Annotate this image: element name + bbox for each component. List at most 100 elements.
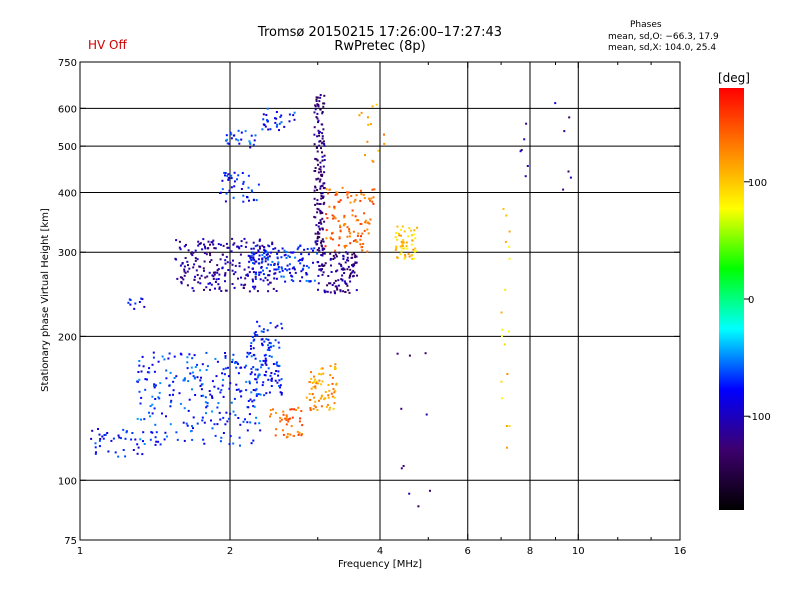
data-point (285, 415, 288, 418)
data-point (315, 224, 318, 227)
data-point (317, 231, 319, 234)
colorbar-tick-label: -100 (748, 412, 771, 423)
data-point (266, 253, 269, 256)
data-point (191, 287, 194, 290)
data-point (141, 453, 144, 456)
data-point (317, 119, 320, 122)
data-point (142, 431, 145, 434)
data-point (330, 264, 332, 267)
data-point (329, 236, 332, 239)
data-point (292, 435, 295, 437)
x-tick-label: 2 (227, 546, 233, 557)
data-point (333, 256, 336, 259)
data-point (316, 150, 319, 153)
data-point (322, 140, 325, 143)
data-point (184, 271, 187, 274)
data-point (411, 239, 414, 242)
data-point (153, 383, 156, 386)
data-point (230, 401, 233, 404)
data-point (196, 376, 199, 379)
data-point (261, 257, 264, 260)
data-point (142, 440, 144, 443)
data-point (165, 377, 168, 380)
data-point (319, 168, 322, 171)
data-point (270, 263, 272, 266)
data-point (203, 288, 205, 291)
data-point (394, 249, 397, 251)
data-point (244, 245, 247, 248)
data-point (318, 232, 321, 235)
data-point (321, 238, 324, 241)
data-point (402, 239, 405, 242)
data-point (254, 389, 257, 392)
data-point (277, 266, 280, 268)
data-point (307, 253, 310, 256)
chart-title: Tromsø 20150215 17:26:00–17:27:43 (257, 25, 503, 40)
data-point (225, 134, 228, 137)
data-point (236, 178, 238, 181)
data-point (252, 353, 255, 356)
data-point (305, 265, 308, 267)
data-point (351, 209, 354, 212)
data-point (193, 377, 196, 380)
data-point (230, 133, 233, 136)
data-point (233, 397, 236, 400)
data-point (215, 278, 218, 281)
data-point (343, 272, 346, 274)
data-point (203, 243, 205, 246)
data-point (310, 247, 313, 250)
data-point (140, 297, 143, 300)
data-point (231, 358, 234, 361)
data-point (296, 248, 299, 251)
data-point (363, 229, 366, 232)
data-point (334, 193, 337, 196)
data-point (508, 245, 511, 248)
data-point (272, 363, 275, 365)
data-point (189, 372, 192, 375)
data-point (404, 256, 407, 258)
data-point (201, 363, 204, 366)
data-point (240, 245, 243, 247)
data-point (320, 367, 323, 370)
data-point (256, 381, 258, 384)
data-point (178, 246, 181, 249)
data-point (258, 273, 261, 276)
data-point (264, 360, 267, 362)
data-point (301, 257, 304, 260)
data-point (170, 399, 173, 402)
data-point (349, 272, 352, 275)
data-point (250, 189, 253, 192)
data-point (500, 311, 503, 314)
data-point (279, 384, 282, 387)
data-point (207, 282, 210, 285)
data-point (183, 265, 186, 268)
data-point (286, 435, 289, 438)
data-point (262, 273, 265, 276)
data-point (241, 172, 244, 174)
data-point (144, 378, 147, 381)
data-point (279, 391, 282, 394)
data-point (285, 414, 288, 417)
data-point (205, 406, 208, 409)
data-point (315, 146, 318, 149)
data-point (154, 398, 157, 400)
data-point (211, 410, 214, 413)
data-point (313, 143, 316, 146)
data-point (243, 268, 246, 271)
data-point (150, 431, 153, 434)
data-point (211, 241, 214, 244)
data-point (253, 405, 256, 408)
data-point (319, 212, 322, 215)
data-point (400, 467, 403, 470)
data-point (243, 237, 246, 240)
data-point (300, 253, 303, 256)
data-point (214, 287, 216, 290)
data-point (240, 366, 243, 369)
data-point (300, 434, 303, 437)
data-point (274, 339, 277, 342)
data-point (191, 388, 193, 391)
data-point (261, 384, 264, 387)
x-tick-label: 1 (77, 546, 83, 557)
data-point (332, 407, 335, 410)
data-point (203, 442, 206, 445)
